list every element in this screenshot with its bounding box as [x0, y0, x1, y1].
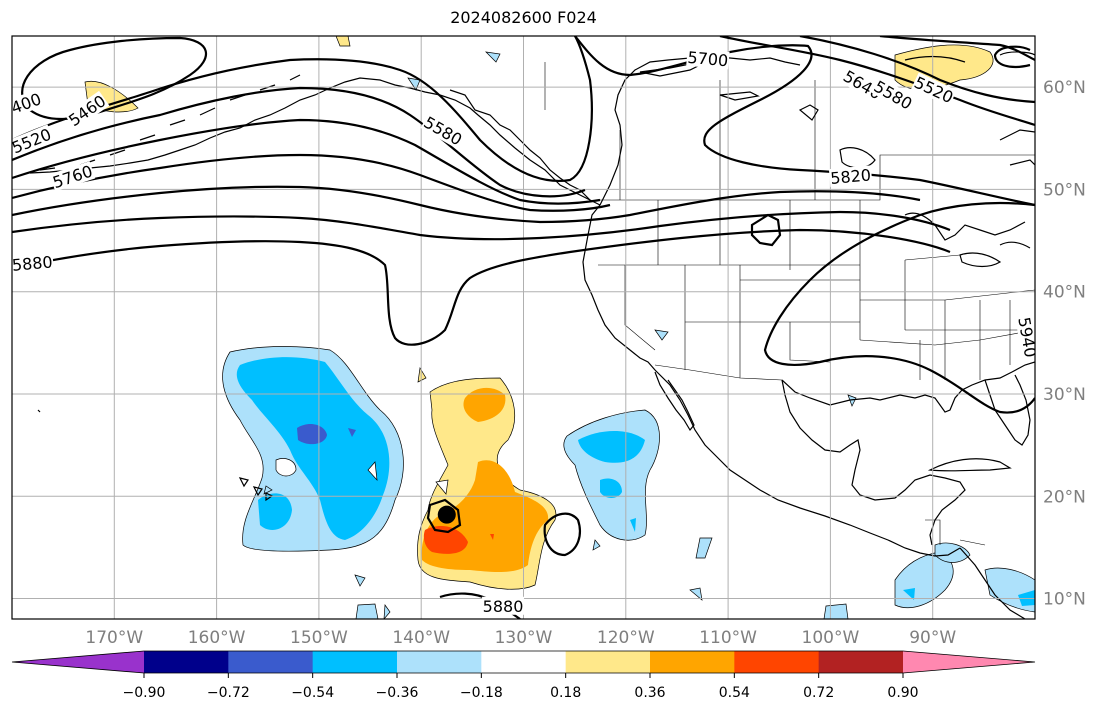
colorbar-tick-label: −0.54	[291, 685, 334, 701]
contour-label-halo	[12, 89, 45, 121]
storm-center-marker	[437, 505, 456, 524]
contour-label-halo	[482, 596, 525, 615]
contour-label: 5880	[11, 252, 54, 275]
contour-label: 5880	[482, 596, 525, 616]
lon-tick-label: 90°W	[909, 628, 956, 648]
colorbar-segment	[228, 651, 314, 673]
colorbar-segment	[481, 651, 567, 673]
contour-label-halo	[420, 112, 466, 149]
lat-tick-label: 20°N	[1043, 487, 1086, 507]
lon-tick-label: 110°W	[699, 628, 757, 648]
colorbar-tick-label: 0.72	[803, 685, 834, 701]
colorbar-tick-label: 0.54	[719, 685, 750, 701]
contour-label-text: 5640	[656, 17, 698, 39]
colorbar-segment	[734, 651, 820, 673]
political-borders	[544, 62, 1035, 546]
contour-label: 5820	[828, 165, 873, 188]
colorbar-tick-label: −0.90	[123, 685, 166, 701]
contour-label-halo	[64, 90, 110, 130]
colorbar-segment	[565, 651, 651, 673]
contour-label-halo	[686, 47, 730, 70]
colorbar-extend-high	[903, 651, 1035, 673]
map-title: 2024082600 F024	[450, 8, 597, 27]
lon-tick-label: 170°W	[85, 628, 143, 648]
colorbar-tick-label: 0.36	[634, 685, 665, 701]
contour-label: 5940	[1014, 314, 1040, 360]
colorbar: −0.90 −0.72 −0.54 −0.36 −0.18 0.18 0.36 0.54 0.7…	[11, 650, 1036, 701]
lon-tick-label: 160°W	[188, 628, 246, 648]
colorbar-tick-label: −0.36	[376, 685, 419, 701]
colorbar-tick-label: −0.18	[460, 685, 503, 701]
contour-label-halo	[911, 72, 957, 107]
lon-tick-label: 140°W	[392, 628, 450, 648]
contour-label-text: 5880	[483, 597, 524, 616]
colorbar-tick-label: −0.72	[207, 685, 250, 701]
latitude-labels: 10°N 20°N 30°N 40°N 50°N 60°N	[1043, 78, 1086, 609]
contour-label-halo	[1015, 314, 1035, 360]
colorbar-segment	[144, 651, 229, 673]
contour-label-text: 5880	[11, 252, 53, 274]
contour-label-halo	[870, 76, 916, 114]
longitude-labels: 170°W 160°W 150°W 140°W 130°W 120°W 110°W 100°W…	[85, 628, 956, 648]
lat-tick-label: 50°N	[1043, 180, 1086, 200]
lon-tick-label: 150°W	[290, 628, 348, 648]
colorbar-segment	[312, 651, 398, 673]
contour-label: 5700	[686, 47, 730, 70]
contour-label-text: 5700	[687, 48, 729, 70]
lat-tick-label: 40°N	[1043, 283, 1086, 303]
lat-tick-label: 10°N	[1043, 590, 1086, 610]
colorbar-tick-label: 0.90	[887, 685, 918, 701]
contour-label-halo	[828, 165, 873, 188]
height-contours	[12, 36, 1035, 619]
lon-tick-label: 130°W	[495, 628, 553, 648]
lon-tick-label: 120°W	[597, 628, 655, 648]
lon-tick-label: 100°W	[802, 628, 860, 648]
coastlines	[29, 51, 1035, 619]
contour-label-halo	[12, 252, 54, 274]
contour-label-text: 5820	[830, 165, 872, 187]
lat-tick-label: 60°N	[1043, 78, 1086, 98]
contour-label-text: 5940	[1014, 316, 1040, 359]
colorbar-tick-label: 0.18	[550, 685, 581, 701]
colorbar-segment	[650, 651, 735, 673]
colorbar-segment	[818, 651, 904, 673]
contour-label: 5640	[654, 17, 699, 40]
map-frame	[11, 35, 1036, 620]
gridlines	[12, 36, 1035, 619]
colorbar-extend-low	[12, 651, 144, 673]
colorbar-segment	[397, 651, 482, 673]
lat-tick-label: 30°N	[1043, 385, 1086, 405]
contour-label-halo	[49, 161, 96, 192]
contour-label-halo	[12, 124, 55, 157]
